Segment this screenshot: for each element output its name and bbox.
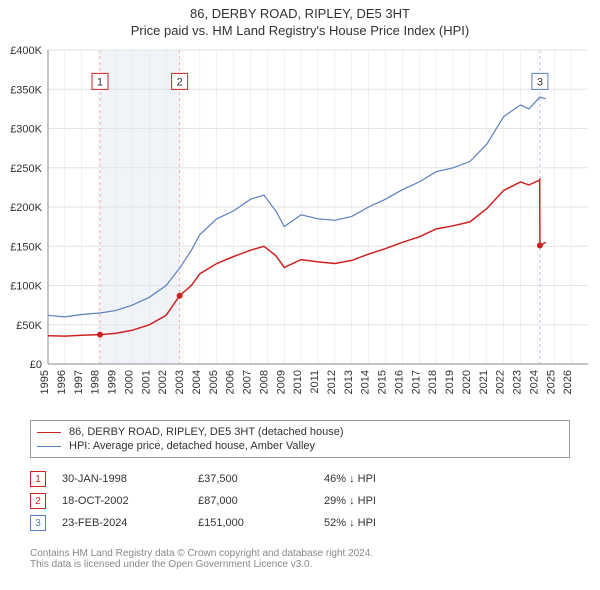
event-row: 2 18-OCT-2002 £87,000 29% ↓ HPI [30, 490, 570, 512]
event-date: 30-JAN-1998 [52, 473, 192, 485]
svg-text:£350K: £350K [10, 84, 42, 96]
legend-label: 86, DERBY ROAD, RIPLEY, DE5 3HT (detache… [69, 426, 344, 438]
svg-text:2005: 2005 [208, 370, 220, 394]
legend-swatch [37, 446, 61, 447]
svg-text:2006: 2006 [225, 370, 237, 394]
svg-text:£250K: £250K [10, 163, 42, 175]
svg-text:1: 1 [97, 76, 103, 88]
footer-line-2: This data is licensed under the Open Gov… [30, 559, 570, 570]
event-date: 18-OCT-2002 [52, 495, 192, 507]
svg-text:£200K: £200K [10, 202, 42, 214]
svg-text:2015: 2015 [377, 370, 389, 394]
svg-text:2024: 2024 [528, 370, 540, 394]
svg-text:2003: 2003 [174, 370, 186, 394]
chart-titles: 86, DERBY ROAD, RIPLEY, DE5 3HT Price pa… [0, 0, 600, 38]
event-number-box: 3 [30, 515, 46, 531]
svg-text:3: 3 [537, 76, 543, 88]
legend: 86, DERBY ROAD, RIPLEY, DE5 3HT (detache… [30, 420, 570, 458]
svg-text:2021: 2021 [478, 370, 490, 394]
svg-text:£100K: £100K [10, 281, 42, 293]
svg-text:2001: 2001 [140, 370, 152, 394]
event-date: 23-FEB-2024 [52, 517, 192, 529]
event-pct: 46% ↓ HPI [324, 473, 376, 485]
footer-line-1: Contains HM Land Registry data © Crown c… [30, 548, 570, 559]
event-pct: 52% ↓ HPI [324, 517, 376, 529]
chart-svg: £0 £50K £100K £150K £200K £250K £300K £350K £400… [0, 42, 600, 412]
event-price: £87,000 [198, 495, 318, 507]
svg-text:2007: 2007 [242, 370, 254, 394]
event-price: £37,500 [198, 473, 318, 485]
svg-text:2022: 2022 [495, 370, 507, 394]
svg-text:2010: 2010 [292, 370, 304, 394]
svg-text:£150K: £150K [10, 241, 42, 253]
svg-text:1999: 1999 [107, 370, 119, 394]
svg-text:2018: 2018 [427, 370, 439, 394]
footer: Contains HM Land Registry data © Crown c… [30, 548, 570, 570]
event-price: £151,000 [198, 517, 318, 529]
svg-text:2012: 2012 [326, 370, 338, 394]
event-number-box: 1 [30, 471, 46, 487]
event-row: 1 30-JAN-1998 £37,500 46% ↓ HPI [30, 468, 570, 490]
svg-text:2019: 2019 [444, 370, 456, 394]
svg-text:2014: 2014 [360, 370, 372, 394]
event-number-box: 2 [30, 493, 46, 509]
svg-text:2009: 2009 [275, 370, 287, 394]
title-address: 86, DERBY ROAD, RIPLEY, DE5 3HT [0, 6, 600, 21]
svg-text:2026: 2026 [562, 370, 574, 394]
svg-text:£50K: £50K [16, 320, 42, 332]
svg-text:1996: 1996 [56, 370, 68, 394]
svg-text:2013: 2013 [343, 370, 355, 394]
svg-text:2016: 2016 [393, 370, 405, 394]
svg-text:2025: 2025 [545, 370, 557, 394]
svg-text:2023: 2023 [512, 370, 524, 394]
svg-text:1997: 1997 [73, 370, 85, 394]
legend-label: HPI: Average price, detached house, Ambe… [69, 440, 315, 452]
legend-row: 86, DERBY ROAD, RIPLEY, DE5 3HT (detache… [37, 425, 563, 439]
svg-text:£300K: £300K [10, 124, 42, 136]
svg-text:2020: 2020 [461, 370, 473, 394]
svg-text:2004: 2004 [191, 370, 203, 394]
legend-swatch [37, 432, 61, 433]
svg-text:£400K: £400K [10, 45, 42, 57]
chart-area: £0 £50K £100K £150K £200K £250K £300K £350K £400… [0, 42, 600, 412]
event-pct: 29% ↓ HPI [324, 495, 376, 507]
svg-text:2008: 2008 [258, 370, 270, 394]
svg-text:£0: £0 [30, 359, 42, 371]
svg-text:1995: 1995 [39, 370, 51, 394]
event-row: 3 23-FEB-2024 £151,000 52% ↓ HPI [30, 512, 570, 534]
event-list: 1 30-JAN-1998 £37,500 46% ↓ HPI 2 18-OCT-2002… [30, 468, 570, 534]
svg-text:2000: 2000 [123, 370, 135, 394]
svg-text:2: 2 [177, 76, 183, 88]
legend-box: 86, DERBY ROAD, RIPLEY, DE5 3HT (detache… [30, 420, 570, 458]
svg-text:2002: 2002 [157, 370, 169, 394]
svg-text:1998: 1998 [90, 370, 102, 394]
title-subtitle: Price paid vs. HM Land Registry's House … [0, 23, 600, 38]
svg-text:2017: 2017 [410, 370, 422, 394]
legend-row: HPI: Average price, detached house, Ambe… [37, 439, 563, 453]
svg-text:2011: 2011 [309, 370, 321, 394]
